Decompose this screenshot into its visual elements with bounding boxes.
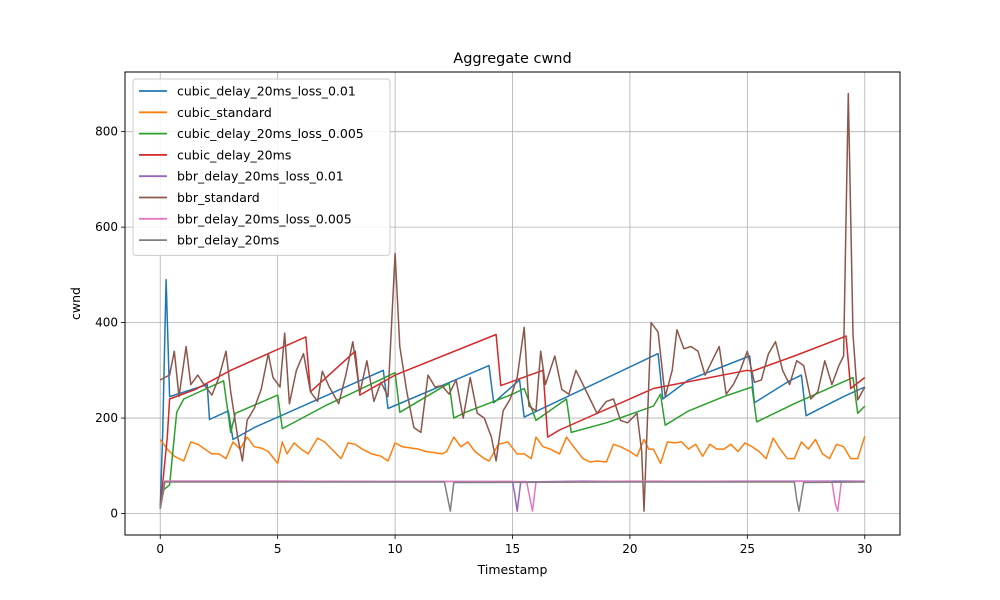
axis-ticks: 0 5 10 15 20 25 30 0 200 400 600 800 <box>95 125 872 556</box>
series-line-bbr_delay_20ms_loss_0.005 <box>159 480 865 512</box>
series-line-cubic_standard <box>159 435 866 465</box>
x-tick-label: 30 <box>857 542 872 556</box>
x-tick-label: 20 <box>622 542 637 556</box>
series-line-bbr_delay_20ms <box>159 481 865 512</box>
legend: cubic_delay_20ms_loss_0.01 cubic_standard… <box>132 78 391 256</box>
legend-label: cubic_delay_20ms_loss_0.005 <box>177 126 364 141</box>
x-axis-label: Timestamp <box>477 562 548 577</box>
y-tick-label: 400 <box>95 316 118 330</box>
y-tick-label: 200 <box>95 411 118 425</box>
x-tick-label: 10 <box>387 542 402 556</box>
x-tick-label: 25 <box>740 542 755 556</box>
x-tick-label: 5 <box>274 542 282 556</box>
legend-label: bbr_standard <box>177 190 260 205</box>
legend-label: bbr_delay_20ms_loss_0.005 <box>177 211 352 226</box>
chart-title: Aggregate cwnd <box>453 51 571 67</box>
x-tick-label: 0 <box>156 542 164 556</box>
y-tick-label: 0 <box>110 507 118 521</box>
y-tick-label: 600 <box>95 220 118 234</box>
x-tick-label: 15 <box>505 542 520 556</box>
legend-label: cubic_standard <box>177 105 272 120</box>
y-tick-label: 800 <box>95 125 118 139</box>
legend-box <box>132 78 391 256</box>
y-axis-label: cwnd <box>68 287 83 320</box>
legend-label: bbr_delay_20ms_loss_0.01 <box>177 169 344 184</box>
legend-label: bbr_delay_20ms <box>177 233 279 248</box>
legend-label: cubic_delay_20ms_loss_0.01 <box>177 84 356 99</box>
series-lines <box>159 92 866 512</box>
series-line-bbr_standard <box>159 92 866 512</box>
legend-label: cubic_delay_20ms <box>177 147 291 162</box>
grid-lines <box>125 72 900 535</box>
